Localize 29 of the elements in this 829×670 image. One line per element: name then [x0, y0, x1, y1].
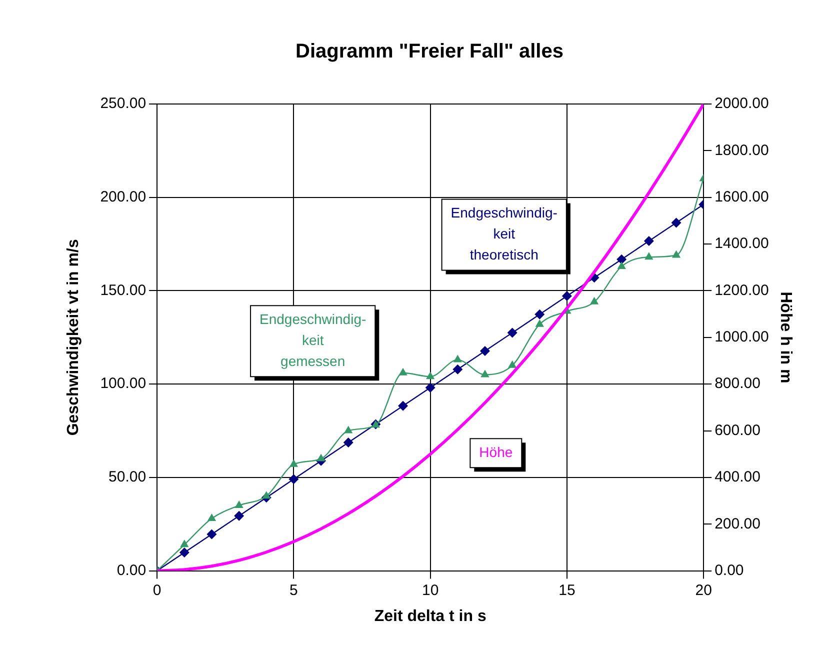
- y-tick-label: 150.00: [100, 282, 146, 299]
- y2-tick-label: 400.00: [714, 468, 760, 486]
- y-tick-label: 200.00: [100, 188, 146, 206]
- y2-tick-label: 1800.00: [714, 142, 769, 159]
- y2-tick-label: 200.00: [714, 515, 760, 532]
- x-tick-label: 0: [152, 582, 162, 599]
- y2-tick-label: 2000.00: [714, 95, 769, 112]
- x-axis-title: Zeit delta t in s: [374, 608, 486, 625]
- x-tick-label: 15: [558, 582, 576, 599]
- y-tick-label: 250.00: [100, 95, 146, 112]
- y2-tick-label: 1200.00: [714, 282, 769, 299]
- x-tick-label: 10: [422, 582, 439, 599]
- y2-axis-title: Höhe h in m: [776, 292, 794, 384]
- y2-tick-label: 1000.00: [714, 328, 769, 346]
- y2-tick-label: 800.00: [714, 375, 760, 392]
- chart-title: Diagramm "Freier Fall" alles: [296, 40, 564, 63]
- text: Endgeschwindig- keit theoretisch: [450, 204, 558, 263]
- text: Endgeschwindig- keit gemessen: [260, 310, 366, 369]
- y-axis-title: Geschwindigkeit vt in m/s: [65, 239, 82, 436]
- y-tick-label: 0.00: [116, 562, 146, 579]
- y-tick-label: 50.00: [108, 468, 146, 486]
- y2-tick-label: 1600.00: [714, 188, 769, 206]
- x-tick-label: 5: [290, 582, 298, 599]
- y2-tick-label: 600.00: [714, 422, 760, 439]
- series-label: Höhe: [479, 444, 513, 460]
- x-tick-label: 20: [695, 582, 712, 599]
- y2-tick-label: 0.00: [714, 562, 744, 579]
- y-tick-label: 100.00: [100, 375, 146, 392]
- y2-tick-label: 1400.00: [714, 235, 769, 252]
